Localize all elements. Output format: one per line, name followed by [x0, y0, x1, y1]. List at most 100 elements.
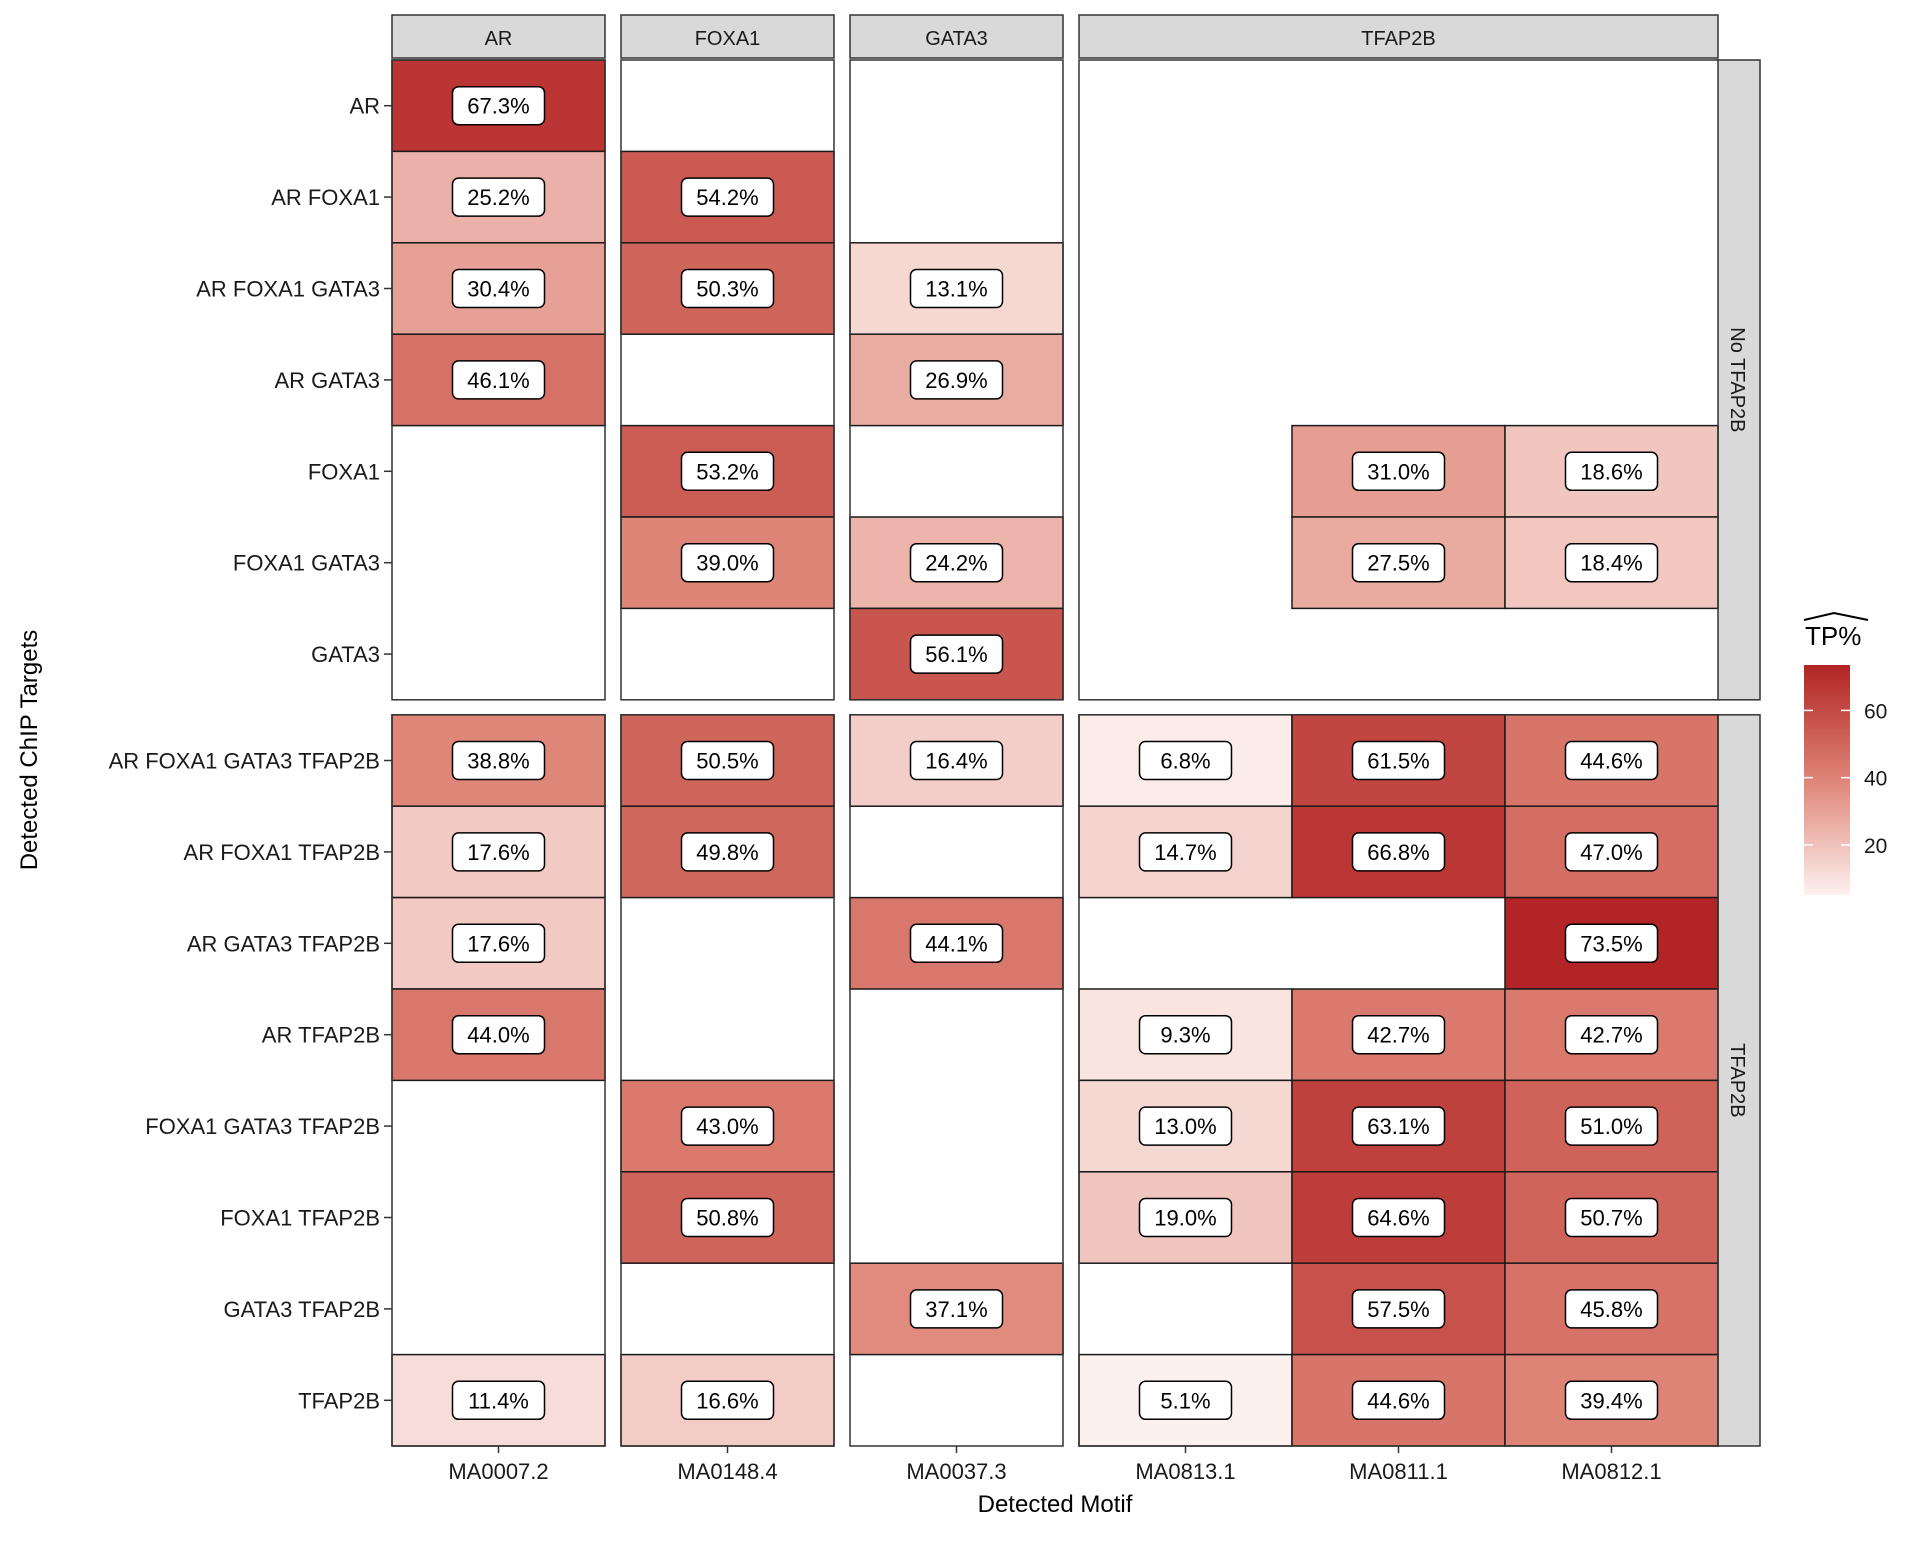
cell-label: 19.0%: [1154, 1206, 1216, 1231]
cell-label: 38.8%: [467, 749, 529, 774]
cell-label-box: [1564, 542, 1659, 583]
heatmap-cell: [1291, 516, 1506, 610]
cell-label: 51.0%: [1580, 1114, 1642, 1139]
cell-label: 44.1%: [925, 931, 987, 956]
y-tick-label: AR TFAP2B: [262, 1023, 380, 1048]
cell-label: 16.6%: [696, 1388, 758, 1413]
cell-label-box: [451, 740, 546, 781]
col-facet-label: AR: [485, 28, 513, 50]
cell-label-box: [451, 923, 546, 964]
cell-label-box: [1351, 740, 1446, 781]
cell-label-box: [680, 1380, 775, 1421]
cell-label: 42.7%: [1367, 1023, 1429, 1048]
cell-label-box: [451, 268, 546, 309]
y-tick-label: AR GATA3: [274, 368, 380, 393]
cell-label: 67.3%: [467, 94, 529, 119]
cell-label-box: [1564, 1380, 1659, 1421]
cell-label-box: [909, 740, 1004, 781]
cell-label-box: [1351, 1014, 1446, 1055]
col-facet-label: FOXA1: [695, 28, 761, 50]
legend-tick-label: 40: [1864, 768, 1887, 791]
cell-label: 44.0%: [467, 1023, 529, 1048]
cell-label: 26.9%: [925, 368, 987, 393]
y-tick-label: AR GATA3 TFAP2B: [187, 931, 380, 956]
cell-label-box: [451, 360, 546, 400]
cell-label-box: [451, 832, 546, 872]
cell-label-box: [909, 542, 1004, 583]
cell-label: 6.8%: [1160, 749, 1210, 774]
cell-label: 37.1%: [925, 1297, 987, 1322]
y-tick-label: GATA3 TFAP2B: [223, 1297, 380, 1322]
x-tick-label: MA0811.1: [1349, 1459, 1448, 1484]
cell-label: 50.3%: [696, 277, 758, 302]
cell-label: 54.2%: [696, 185, 758, 210]
panel-border: [620, 59, 835, 701]
cell-label: 57.5%: [1367, 1297, 1429, 1322]
cell-label-box: [1138, 1014, 1233, 1055]
cell-label-box: [680, 740, 775, 781]
cell-label-box: [1351, 451, 1446, 492]
cell-label-box: [680, 451, 775, 492]
cell-label-box: [1138, 1106, 1233, 1146]
cell-label: 14.7%: [1154, 840, 1216, 865]
cell-label-box: [680, 542, 775, 583]
cell-label: 18.4%: [1580, 551, 1642, 576]
cell-label-box: [680, 177, 775, 217]
heatmap-cell: [391, 150, 606, 244]
col-facet-strip: [1078, 14, 1719, 59]
cell-label: 9.3%: [1160, 1023, 1210, 1048]
cell-label-box: [680, 268, 775, 309]
cell-label-box: [909, 634, 1004, 674]
cell-label: 13.1%: [925, 277, 987, 302]
cell-label: 53.2%: [696, 459, 758, 484]
cell-label: 46.1%: [467, 368, 529, 393]
col-facet-strip: [620, 14, 835, 59]
cell-label: 24.2%: [925, 551, 987, 576]
col-facet-strip: [391, 14, 606, 59]
cell-label-box: [1351, 1380, 1446, 1421]
x-tick-label: MA0813.1: [1135, 1459, 1235, 1484]
x-tick-label: MA0037.3: [906, 1459, 1006, 1484]
cell-label: 18.6%: [1580, 459, 1642, 484]
y-tick-label: AR FOXA1: [271, 185, 380, 210]
cell-label: 66.8%: [1367, 840, 1429, 865]
heatmap-cell: [849, 896, 1064, 990]
cell-label: 11.4%: [468, 1388, 529, 1413]
cell-label-box: [451, 85, 546, 126]
legend-tick-label: 60: [1864, 700, 1887, 723]
cell-label: 44.6%: [1367, 1388, 1429, 1413]
cell-label: 50.5%: [696, 749, 758, 774]
cell-label-box: [1564, 832, 1659, 872]
cell-label-box: [1564, 1197, 1659, 1238]
cell-label-box: [451, 1380, 546, 1421]
cell-label: 42.7%: [1580, 1023, 1642, 1048]
cell-label-box: [451, 177, 546, 217]
cell-label: 16.4%: [925, 749, 987, 774]
cell-label-box: [1564, 1106, 1659, 1146]
y-tick-label: FOXA1 TFAP2B: [220, 1206, 380, 1231]
legend-title-hat: [1803, 611, 1869, 621]
cell-label: 31.0%: [1367, 459, 1429, 484]
cell-label: 49.8%: [696, 840, 758, 865]
cell-label: 47.0%: [1580, 840, 1642, 865]
cell-label: 73.5%: [1580, 931, 1642, 956]
row-facet-strip: [1715, 59, 1761, 701]
cell-label-box: [1564, 923, 1659, 964]
cell-label: 61.5%: [1367, 749, 1429, 774]
panel-border: [849, 59, 1064, 701]
row-facet-label: TFAP2B: [1726, 1043, 1748, 1117]
cell-label-box: [1138, 832, 1233, 872]
col-facet-label: GATA3: [925, 28, 988, 50]
cell-label: 27.5%: [1367, 551, 1429, 576]
x-tick-label: MA0148.4: [677, 1459, 777, 1484]
cell-label: 39.0%: [696, 551, 758, 576]
row-facet-label: No TFAP2B: [1726, 327, 1748, 432]
cell-label-box: [1564, 740, 1659, 781]
y-tick-label: FOXA1 GATA3 TFAP2B: [145, 1114, 380, 1139]
y-tick-label: FOXA1 GATA3: [233, 551, 380, 576]
cell-label: 50.7%: [1580, 1206, 1642, 1231]
y-tick-label: FOXA1: [308, 459, 380, 484]
cell-label: 63.1%: [1367, 1114, 1429, 1139]
cell-label-box: [1138, 1380, 1233, 1421]
